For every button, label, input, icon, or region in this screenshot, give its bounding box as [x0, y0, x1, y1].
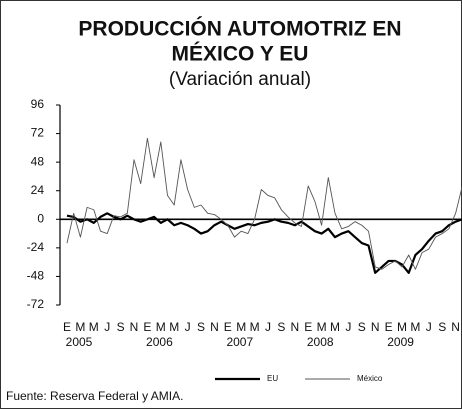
year-label: 2007 — [226, 335, 253, 349]
x-tick-label: M — [317, 320, 327, 334]
x-tick-label: M — [236, 320, 246, 334]
x-tick-label: N — [210, 320, 219, 334]
source: Fuente: Reserva Federal y AMIA. — [6, 389, 183, 403]
x-tick-label: J — [345, 320, 351, 334]
x-tick-label: S — [438, 320, 446, 334]
x-tick-label: M — [330, 320, 340, 334]
y-tick-label: 24 — [31, 183, 45, 197]
x-tick-label: M — [75, 320, 85, 334]
chart-title: MÉXICO Y EU — [172, 43, 309, 66]
legend-label: EU — [267, 374, 278, 383]
x-tick-label: S — [277, 320, 285, 334]
x-tick-label: N — [290, 320, 299, 334]
y-tick-label: -48 — [27, 269, 45, 283]
x-tick-label: E — [63, 320, 71, 334]
x-tick-label: S — [358, 320, 366, 334]
x-tick-label: J — [185, 320, 191, 334]
y-tick-label: 48 — [31, 154, 45, 168]
x-tick-label: E — [304, 320, 312, 334]
x-tick-label: M — [250, 320, 260, 334]
year-label: 2009 — [387, 335, 414, 349]
x-tick-label: M — [410, 320, 420, 334]
year-label: 2006 — [146, 335, 173, 349]
y-tick-label: 0 — [37, 211, 44, 225]
x-tick-label: N — [130, 320, 139, 334]
x-tick-label: E — [143, 320, 151, 334]
y-tick-label: 96 — [31, 97, 45, 111]
x-tick-label: J — [265, 320, 271, 334]
line-series — [66, 212, 462, 274]
x-tick-label: M — [89, 320, 99, 334]
chart-title: PRODUCCIÓN AUTOMOTRIZ EN — [78, 17, 401, 41]
x-tick-label: J — [104, 320, 110, 334]
x-tick-label: N — [371, 320, 380, 334]
x-tick-label: S — [117, 320, 125, 334]
y-tick-label: -24 — [27, 240, 45, 254]
x-tick-label: M — [397, 320, 407, 334]
x-tick-label: M — [169, 320, 179, 334]
year-label: 2008 — [307, 335, 334, 349]
y-tick-label: 72 — [31, 126, 45, 140]
x-tick-label: E — [385, 320, 393, 334]
line-series — [66, 137, 462, 270]
x-tick-label: E — [224, 320, 232, 334]
y-tick-label: -72 — [27, 297, 45, 311]
x-tick-label: N — [451, 320, 460, 334]
year-label: 2005 — [66, 335, 93, 349]
x-tick-label: J — [426, 320, 432, 334]
x-tick-label: M — [156, 320, 166, 334]
x-tick-label: S — [197, 320, 205, 334]
chart-subtitle: (Variación anual) — [169, 69, 311, 90]
legend-label: México — [357, 374, 383, 383]
